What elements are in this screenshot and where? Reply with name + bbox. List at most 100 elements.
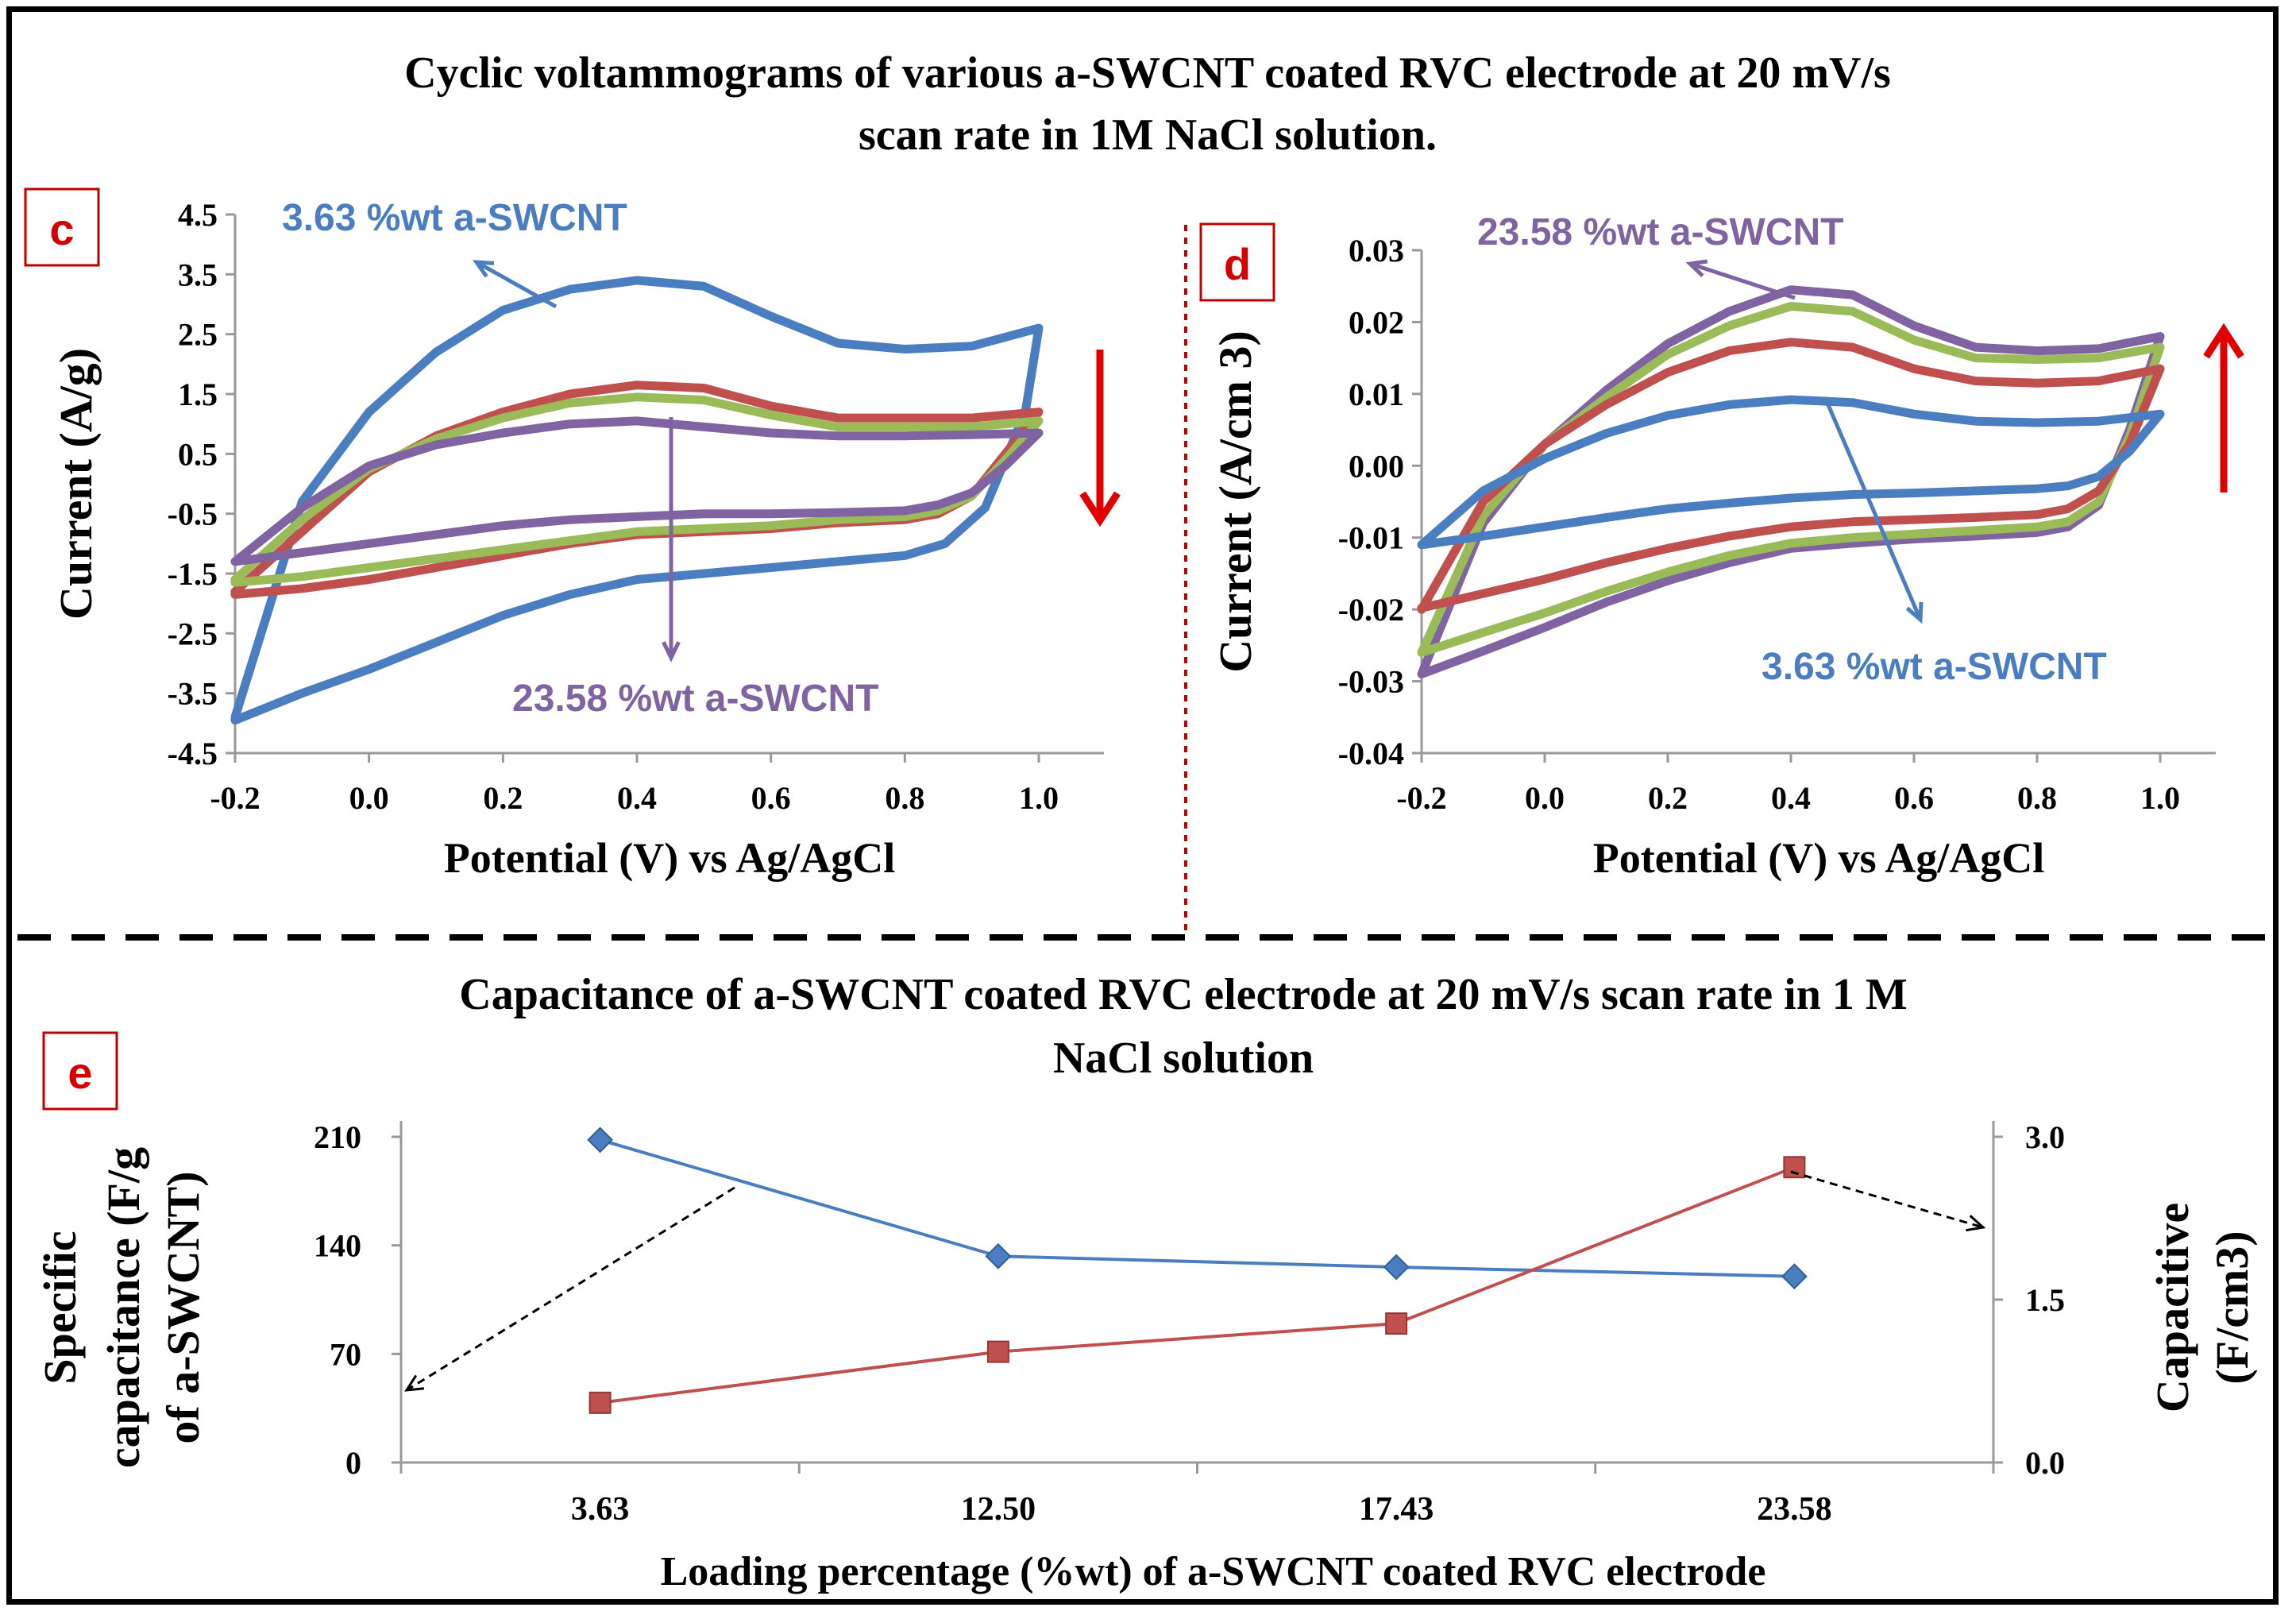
cv-loop-3-63 [230, 276, 1044, 725]
y-tick-label: 0.03 [1349, 233, 1404, 269]
annotation-bottom-pointer-head [662, 641, 681, 663]
y-right-tick-label: 3.0 [2025, 1119, 2065, 1155]
y-tick-label: -0.03 [1338, 664, 1404, 700]
x-category-label: 12.50 [961, 1491, 1036, 1528]
trend-arrow-head [1079, 491, 1121, 527]
data-point-square [1783, 1156, 1806, 1179]
annotation-top-pointer-line [1689, 261, 1796, 300]
y-right-tick-label: 0.0 [2025, 1445, 2065, 1481]
panel-label-box [1199, 222, 1275, 302]
panel-label: c [49, 204, 74, 254]
x-tick-label: 0.6 [1894, 780, 1934, 816]
y-left-tick-label: 0 [345, 1445, 361, 1481]
cv-loop-23-58 [230, 416, 1044, 566]
y-tick-label: -4.5 [168, 736, 218, 771]
x-category-label: 17.43 [1359, 1491, 1434, 1528]
annotation-top-pointer-head [472, 260, 495, 278]
annotation-bottom: 3.63 %wt a-SWCNT [1762, 646, 2107, 688]
y-tick-label: 4.5 [178, 197, 218, 233]
annotation-bottom: 23.58 %wt a-SWCNT [512, 678, 878, 720]
annotation-top: 23.58 %wt a-SWCNT [1477, 211, 1843, 253]
x-category-label: 3.63 [571, 1491, 630, 1528]
y-tick-label: -0.01 [1338, 520, 1404, 556]
y-right-tick-label: 1.5 [2025, 1282, 2065, 1318]
data-point-diamond [1383, 1254, 1410, 1281]
cv-loop-3-63 [1417, 395, 2165, 550]
y-right-axis-title-line: Capacitive [2147, 1203, 2198, 1412]
panel-e-capacitance: e 210 140 70 0 3.0 1.5 0.0 3.63 12.50 17.43 23.58 Lo… [34, 1031, 2258, 1594]
bottom-title-line-1: Capacitance of a-SWCNT coated RVC electr… [459, 970, 1907, 1019]
y-axis-title: Current (A/cm 3) [1210, 330, 1261, 673]
cv-loop-12-50 [1417, 338, 2165, 614]
x-category-label: 23.58 [1757, 1491, 1832, 1528]
series-line-right [600, 1165, 1796, 1405]
y-tick-label: 0.02 [1349, 304, 1404, 340]
right-axis-indicator-line [1790, 1170, 1984, 1229]
data-point-diamond [1781, 1263, 1808, 1290]
data-point-diamond [985, 1242, 1012, 1269]
data-point-square [1385, 1312, 1408, 1335]
y-tick-label: 0.01 [1349, 377, 1404, 412]
panel-d-cv-volumetric: d 0.03 0.02 0.01 0.00 -0.01 -0.02 -0.03 -0.04 -0.… [1199, 211, 2244, 882]
x-tick-label: 0.4 [617, 780, 657, 816]
x-tick-label: 0.2 [1648, 780, 1688, 816]
annotation-bottom-pointer-head [1905, 601, 1924, 624]
annotation-top: 3.63 %wt a-SWCNT [282, 197, 627, 239]
bottom-title-line-2: NaCl solution [1053, 1034, 1314, 1083]
y-left-axis-title-line: Specific [34, 1231, 86, 1384]
series-line-left [600, 1138, 1795, 1278]
annotation-bottom-pointer-line [1824, 400, 1923, 620]
x-tick-label: 1.0 [2140, 780, 2180, 816]
y-left-axis-title-line: capacitance (F/g [98, 1147, 149, 1468]
x-tick-label: 0.4 [1771, 780, 1811, 816]
y-left-tick-label: 140 [314, 1228, 361, 1264]
x-axis-title: Loading percentage (%wt) of a-SWCNT coat… [661, 1549, 1766, 1594]
y-tick-label: -0.04 [1338, 736, 1404, 771]
y-left-axis-title-line: of a-SWCNT) [157, 1171, 209, 1443]
y-tick-label: -0.02 [1338, 592, 1404, 628]
x-tick-label: 0.2 [483, 780, 523, 816]
x-tick-label: 0.8 [2017, 780, 2057, 816]
top-title-line-2: scan rate in 1M NaCl solution. [859, 110, 1437, 160]
data-point-diamond [587, 1126, 614, 1153]
panel-c-cv-gravimetric: c 4.5 3.5 2.5 1.5 0.5 -0.5 -1.5 -2.5 -3.5 -4.5 -0.2… [24, 187, 1121, 882]
left-axis-indicator-line [406, 1186, 735, 1392]
x-tick-label: 0.0 [349, 780, 389, 816]
y-tick-label: 1.5 [178, 377, 218, 412]
y-tick-label: -2.5 [168, 616, 218, 651]
x-tick-label: 0.6 [751, 780, 791, 816]
x-tick-label: 0.8 [885, 780, 924, 816]
annotation-top-pointer-head [1685, 259, 1708, 278]
x-tick-label: 1.0 [1019, 780, 1059, 816]
trend-arrow-head [2203, 323, 2244, 359]
cv-loop-17-43 [1417, 302, 2165, 657]
panel-label-box [42, 1031, 118, 1111]
x-tick-label: -0.2 [210, 780, 260, 816]
y-left-tick-label: 210 [314, 1119, 361, 1155]
cv-loop-12-50 [230, 381, 1044, 599]
panel-label-box [24, 187, 100, 267]
panel-label: d [1224, 239, 1251, 289]
y-tick-label: -1.5 [168, 556, 218, 592]
x-tick-label: -0.2 [1396, 780, 1446, 816]
x-tick-label: 0.0 [1525, 780, 1565, 816]
figure-frame [6, 6, 2279, 1605]
panel-label: e [68, 1048, 92, 1098]
left-axis-indicator-head [404, 1374, 425, 1392]
y-right-axis-title-line: (F/cm3) [2206, 1231, 2258, 1384]
y-tick-label: 0.00 [1349, 448, 1404, 484]
x-axis-title: Potential (V) vs Ag/AgCl [444, 834, 895, 882]
y-left-tick-label: 70 [330, 1336, 361, 1372]
y-tick-label: 2.5 [178, 317, 218, 353]
data-point-square [588, 1391, 612, 1414]
data-point-square [986, 1340, 1009, 1363]
y-tick-label: 3.5 [178, 257, 218, 292]
annotation-top-pointer-line [475, 260, 558, 309]
x-axis-title: Potential (V) vs Ag/AgCl [1593, 834, 2044, 882]
y-tick-label: -3.5 [168, 676, 218, 712]
right-axis-indicator-head [1966, 1215, 1986, 1232]
top-title-line-1: Cyclic voltammograms of various a-SWCNT … [404, 48, 1891, 98]
y-tick-label: 0.5 [178, 436, 218, 472]
y-tick-label: -0.5 [168, 497, 218, 532]
